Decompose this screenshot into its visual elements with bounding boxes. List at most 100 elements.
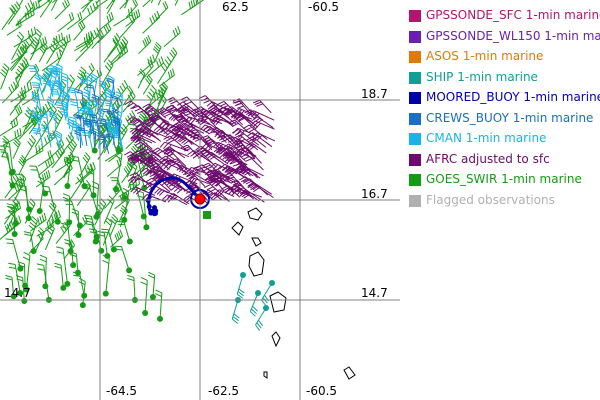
afrc-wind-barb bbox=[215, 129, 236, 145]
goes-wind-barb bbox=[80, 62, 95, 87]
goes-wind-barb bbox=[68, 174, 84, 202]
goes-wind-barb-point-dot bbox=[66, 219, 73, 226]
afrc-wind-barb bbox=[150, 114, 170, 127]
afrc-wind-barb bbox=[208, 192, 230, 202]
legend-label: SHIP 1-min marine bbox=[426, 69, 538, 84]
goes-wind-barb-point bbox=[37, 176, 45, 212]
goes-wind-barb bbox=[107, 32, 121, 58]
cman-wind-barb bbox=[82, 88, 91, 114]
goes-wind-barb bbox=[22, 107, 33, 134]
legend-swatch bbox=[409, 51, 421, 63]
afrc-wind-barb bbox=[181, 144, 199, 158]
goes-wind-barb bbox=[66, 11, 83, 31]
cman-wind-barb bbox=[45, 66, 53, 87]
afrc-wind-barb bbox=[220, 185, 241, 198]
afrc-wind-barb bbox=[240, 153, 264, 171]
legend-swatch bbox=[409, 194, 421, 207]
afrc-wind-barb bbox=[232, 100, 256, 120]
goes-wind-barb-point bbox=[17, 261, 26, 286]
afrc-wind-barb bbox=[253, 99, 272, 114]
afrc-wind-barb bbox=[187, 132, 211, 148]
goes-wind-barb-point-dot bbox=[8, 169, 15, 176]
goes-wind-barb bbox=[137, 153, 150, 178]
afrc-wind-barb bbox=[161, 148, 187, 167]
goes-wind-barb bbox=[10, 81, 33, 103]
legend-label: CREWS_BUOY 1-min marine bbox=[426, 110, 594, 125]
cman-wind-barb bbox=[106, 88, 115, 109]
ship-wind-barb-dot bbox=[255, 290, 261, 296]
goes-wind-barb-point bbox=[87, 167, 95, 196]
afrc-wind-barb bbox=[239, 176, 260, 189]
goes-wind-barb bbox=[57, 12, 75, 32]
island-outline bbox=[231, 221, 244, 236]
afrc-wind-barb bbox=[177, 104, 201, 118]
goes-wind-barb-point bbox=[2, 141, 14, 172]
cman-wind-barb bbox=[46, 96, 55, 117]
afrc-wind-barb bbox=[176, 118, 202, 130]
goes-wind-barb bbox=[41, 50, 62, 72]
goes-wind-barb-point-dot bbox=[10, 293, 17, 300]
goes-wind-barb bbox=[22, 0, 40, 18]
goes-wind-barb bbox=[62, 151, 75, 178]
goes-wind-barb bbox=[97, 11, 114, 32]
cman-wind-barb bbox=[41, 70, 50, 93]
afrc-wind-barb bbox=[160, 127, 185, 141]
goes-wind-barb bbox=[119, 0, 129, 10]
crews-wind-barb bbox=[110, 94, 119, 110]
goes-wind-barb-point-dot bbox=[75, 231, 82, 238]
goes-wind-barb-point bbox=[63, 156, 72, 187]
afrc-wind-barb bbox=[210, 127, 234, 141]
legend-item: MOORED_BUOY 1-min marine bbox=[404, 90, 600, 111]
goes-wind-barb bbox=[181, 0, 198, 16]
cman-wind-barb bbox=[52, 66, 61, 88]
afrc-wind-barb bbox=[206, 170, 227, 187]
ship-wind-barb bbox=[255, 307, 267, 331]
afrc-wind-barb bbox=[209, 177, 238, 192]
afrc-wind-barb bbox=[170, 132, 193, 143]
legend-swatch bbox=[409, 10, 421, 22]
afrc-wind-barb bbox=[163, 148, 190, 158]
legend-swatch bbox=[409, 153, 421, 166]
afrc-wind-barb bbox=[232, 127, 262, 138]
goes-wind-barb-point bbox=[78, 277, 86, 306]
crews-wind-barb bbox=[106, 110, 117, 128]
afrc-wind-barb bbox=[127, 176, 152, 185]
afrc-wind-barb bbox=[143, 156, 165, 166]
afrc-wind-barb bbox=[159, 141, 189, 152]
goes-wind-barb bbox=[150, 0, 154, 4]
goes-wind-barb bbox=[158, 68, 175, 87]
goes-wind-barb-point bbox=[115, 150, 123, 190]
goes-wind-barb bbox=[73, 20, 86, 41]
cman-wind-barb bbox=[102, 117, 110, 139]
goes-wind-barb-point-dot bbox=[156, 315, 163, 322]
goes-wind-barb bbox=[18, 39, 30, 62]
goes-wind-barb-point bbox=[114, 245, 130, 271]
afrc-wind-barb bbox=[196, 115, 222, 125]
goes-wind-barb-point bbox=[155, 289, 163, 319]
goes-wind-barb bbox=[36, 218, 54, 237]
island-outline bbox=[269, 291, 287, 313]
afrc-wind-barb bbox=[168, 113, 189, 122]
goes-wind-barb-point-dot bbox=[91, 147, 98, 154]
afrc-wind-barb bbox=[130, 135, 153, 144]
legend-item: CMAN 1-min marine bbox=[404, 131, 600, 152]
goes-wind-barb bbox=[38, 41, 48, 63]
cman-wind-barb bbox=[51, 80, 62, 98]
goes-wind-barb bbox=[188, 0, 205, 11]
goes-wind-barb bbox=[137, 54, 156, 76]
afrc-wind-barb bbox=[218, 106, 243, 126]
island-outline bbox=[248, 251, 265, 277]
island-outline bbox=[271, 331, 281, 348]
lon-label-bottom-3: -60.5 bbox=[306, 384, 338, 398]
afrc-wind-barb bbox=[142, 103, 167, 119]
afrc-wind-barb bbox=[184, 171, 206, 187]
cman-wind-barb bbox=[28, 65, 43, 86]
afrc-wind-barb bbox=[155, 169, 177, 180]
goes-wind-barb-point-dot bbox=[126, 267, 133, 274]
cman-wind-barb bbox=[49, 111, 57, 130]
goes-wind-barb-point bbox=[69, 251, 79, 273]
afrc-wind-barb bbox=[233, 188, 262, 198]
afrc-wind-barb bbox=[222, 143, 244, 154]
legend-swatch bbox=[409, 92, 421, 104]
goes-wind-barb bbox=[75, 36, 94, 62]
